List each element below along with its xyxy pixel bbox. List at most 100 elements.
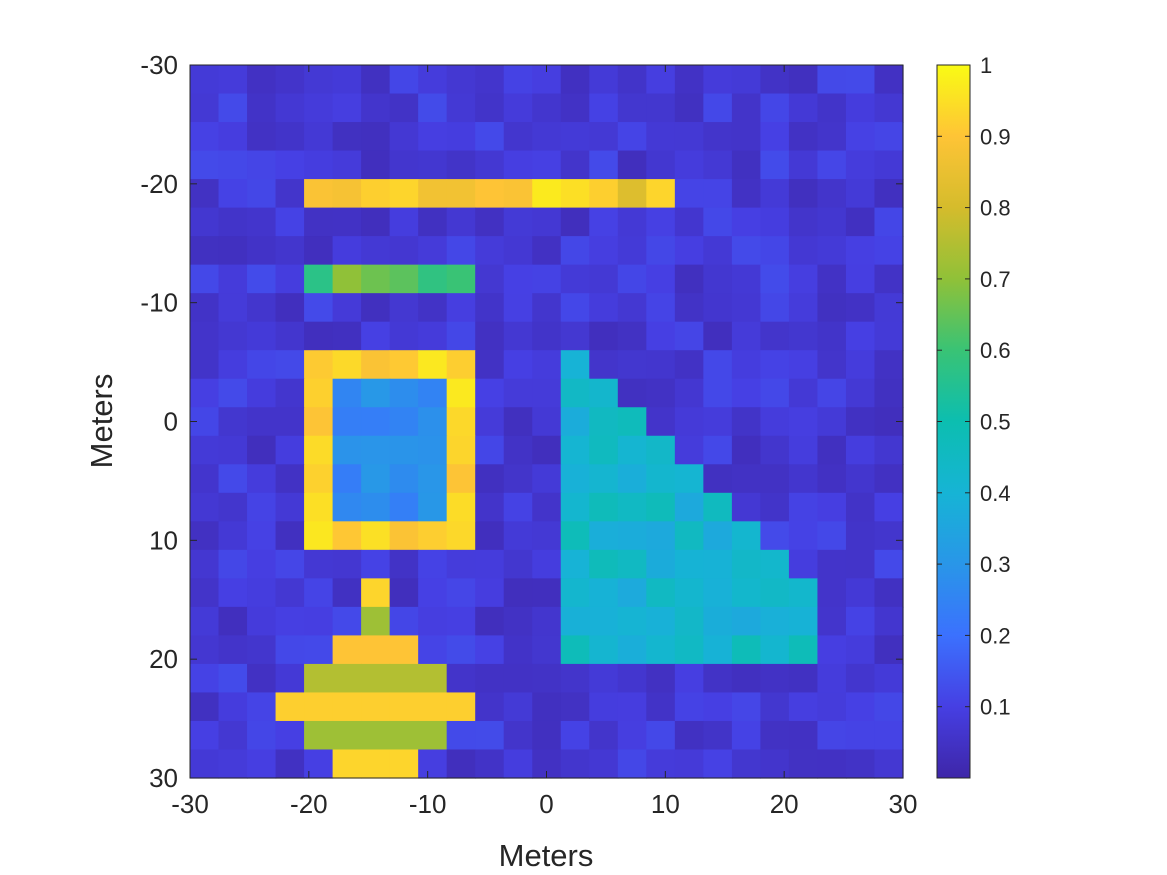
heatmap-cell bbox=[275, 492, 305, 522]
heatmap-cell bbox=[247, 492, 277, 522]
heatmap-cell bbox=[503, 65, 533, 95]
heatmap-cell bbox=[845, 150, 876, 180]
heatmap-cell bbox=[817, 492, 847, 522]
heatmap-cell bbox=[788, 521, 819, 551]
heatmap-cell bbox=[389, 720, 419, 751]
heatmap-cell bbox=[275, 578, 305, 608]
heatmap-cell bbox=[617, 122, 647, 152]
heatmap-cell bbox=[275, 407, 305, 437]
heatmap-cell bbox=[617, 179, 647, 209]
heatmap-cell bbox=[788, 65, 819, 95]
heatmap-cell bbox=[275, 606, 305, 636]
heatmap-cell bbox=[617, 692, 647, 722]
heatmap-cell bbox=[760, 122, 790, 152]
heatmap-cell bbox=[218, 207, 248, 237]
heatmap-cell bbox=[275, 464, 305, 494]
heatmap-cell bbox=[589, 663, 619, 694]
heatmap-cell bbox=[646, 122, 676, 152]
heatmap-cell bbox=[275, 663, 305, 694]
heatmap-cell bbox=[446, 407, 476, 437]
heatmap-cell bbox=[674, 464, 704, 494]
heatmap-cell bbox=[361, 122, 391, 152]
heatmap-cell bbox=[560, 179, 590, 209]
heatmap-cell bbox=[418, 150, 448, 180]
heatmap-cell bbox=[275, 264, 305, 294]
heatmap-cell bbox=[446, 749, 476, 779]
heatmap-cell bbox=[190, 293, 220, 323]
heatmap-cell bbox=[332, 521, 362, 551]
heatmap-cell bbox=[475, 464, 505, 494]
heatmap-cell bbox=[532, 407, 562, 437]
heatmap-cell bbox=[589, 692, 619, 722]
heatmap-cell bbox=[389, 578, 419, 608]
y-tick-label: -30 bbox=[140, 50, 178, 80]
heatmap-cell bbox=[560, 407, 590, 437]
heatmap-cell bbox=[560, 635, 590, 665]
heatmap-cell bbox=[389, 350, 419, 380]
heatmap-cell bbox=[275, 749, 305, 779]
x-tick-label: -30 bbox=[171, 789, 209, 819]
heatmap-cell bbox=[190, 578, 220, 608]
heatmap-cell bbox=[646, 150, 676, 180]
heatmap-cell bbox=[190, 692, 220, 722]
heatmap-cell bbox=[332, 663, 362, 694]
heatmap-cell bbox=[218, 293, 248, 323]
heatmap-cell bbox=[190, 663, 220, 694]
heatmap-cell bbox=[503, 293, 533, 323]
heatmap-cell bbox=[361, 720, 391, 751]
heatmap-cell bbox=[646, 464, 676, 494]
heatmap-cell bbox=[389, 378, 419, 408]
heatmap-cell bbox=[817, 407, 847, 437]
heatmap-cell bbox=[646, 692, 676, 722]
heatmap-cell bbox=[674, 321, 704, 351]
heatmap-cell bbox=[845, 663, 876, 694]
heatmap-cell bbox=[332, 407, 362, 437]
heatmap-cell bbox=[275, 692, 305, 722]
heatmap-cell bbox=[617, 635, 647, 665]
heatmap-cell bbox=[532, 179, 562, 209]
heatmap-cell bbox=[646, 350, 676, 380]
heatmap-cell bbox=[475, 521, 505, 551]
heatmap-cell bbox=[218, 236, 248, 266]
heatmap-cell bbox=[532, 293, 562, 323]
heatmap-cell bbox=[218, 93, 248, 123]
heatmap-cell bbox=[646, 65, 676, 95]
heatmap-cell bbox=[874, 264, 904, 294]
heatmap-cell bbox=[361, 663, 391, 694]
colorbar-tick-label: 0.8 bbox=[980, 196, 1011, 221]
heatmap-cell bbox=[817, 578, 847, 608]
heatmap-cell bbox=[304, 122, 334, 152]
heatmap-cell bbox=[560, 264, 590, 294]
heatmap-cell bbox=[788, 350, 819, 380]
heatmap-cell bbox=[190, 521, 220, 551]
heatmap-cell bbox=[332, 692, 362, 722]
heatmap-cell bbox=[788, 122, 819, 152]
heatmap-cell bbox=[760, 635, 790, 665]
heatmap-cell bbox=[503, 749, 533, 779]
heatmap-cell bbox=[247, 264, 277, 294]
heatmap-cell bbox=[874, 521, 904, 551]
heatmap-cell bbox=[218, 264, 248, 294]
heatmap-cell bbox=[218, 749, 248, 779]
heatmap-cell bbox=[874, 435, 904, 465]
heatmap-cell bbox=[731, 407, 761, 437]
heatmap-cell bbox=[247, 150, 277, 180]
heatmap-cell bbox=[503, 578, 533, 608]
heatmap-cell bbox=[361, 179, 391, 209]
heatmap-cell bbox=[731, 150, 761, 180]
heatmap-cell bbox=[617, 93, 647, 123]
heatmap-cell bbox=[788, 663, 819, 694]
heatmap-cell bbox=[332, 350, 362, 380]
heatmap-cell bbox=[332, 635, 362, 665]
heatmap-cell bbox=[190, 150, 220, 180]
heatmap-cell bbox=[218, 492, 248, 522]
heatmap-cell bbox=[332, 720, 362, 751]
heatmap-cell bbox=[446, 635, 476, 665]
heatmap-cell bbox=[845, 606, 876, 636]
heatmap-cell bbox=[475, 692, 505, 722]
heatmap-cell bbox=[247, 635, 277, 665]
heatmap-cell bbox=[817, 150, 847, 180]
heatmap-cell bbox=[275, 122, 305, 152]
heatmap-cell bbox=[332, 93, 362, 123]
heatmap-cell bbox=[418, 635, 448, 665]
